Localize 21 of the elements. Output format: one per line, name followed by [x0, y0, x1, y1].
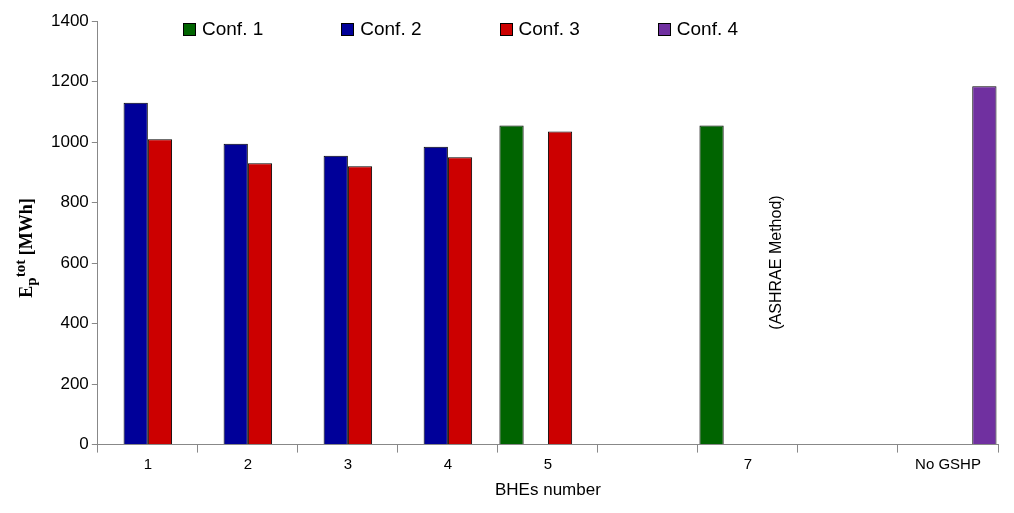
y-tick-label: 200 [60, 373, 89, 393]
x-tick-label: 1 [143, 454, 152, 472]
x-tick-label: 3 [343, 454, 353, 472]
legend-label: Conf. 3 [518, 18, 580, 40]
y-tick-label: 400 [60, 313, 89, 333]
x-tick-label: 7 [743, 454, 753, 472]
y-tick-label: 600 [60, 252, 89, 272]
x-tick-label: 5 [543, 454, 553, 472]
x-tick-label: 2 [243, 454, 253, 472]
legend-label: Conf. 2 [360, 18, 422, 40]
x-tick-label: 4 [443, 454, 453, 472]
y-tick-label: 0 [79, 434, 89, 454]
y-tick-label: 800 [60, 192, 89, 212]
x-axis-title: BHEs number [495, 480, 602, 500]
y-tick-label: 1200 [50, 71, 89, 91]
annotation: (ASHRAE Method) [766, 195, 784, 330]
y-tick-label: 1000 [50, 131, 89, 151]
y-tick-label: 1400 [50, 10, 89, 30]
x-tick-label: No GSHP [915, 454, 981, 472]
legend-label: Conf. 1 [202, 18, 264, 40]
legend-label: Conf. 4 [676, 18, 739, 40]
